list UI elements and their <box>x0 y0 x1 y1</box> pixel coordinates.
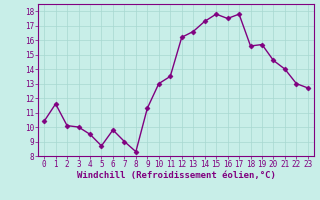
X-axis label: Windchill (Refroidissement éolien,°C): Windchill (Refroidissement éolien,°C) <box>76 171 276 180</box>
